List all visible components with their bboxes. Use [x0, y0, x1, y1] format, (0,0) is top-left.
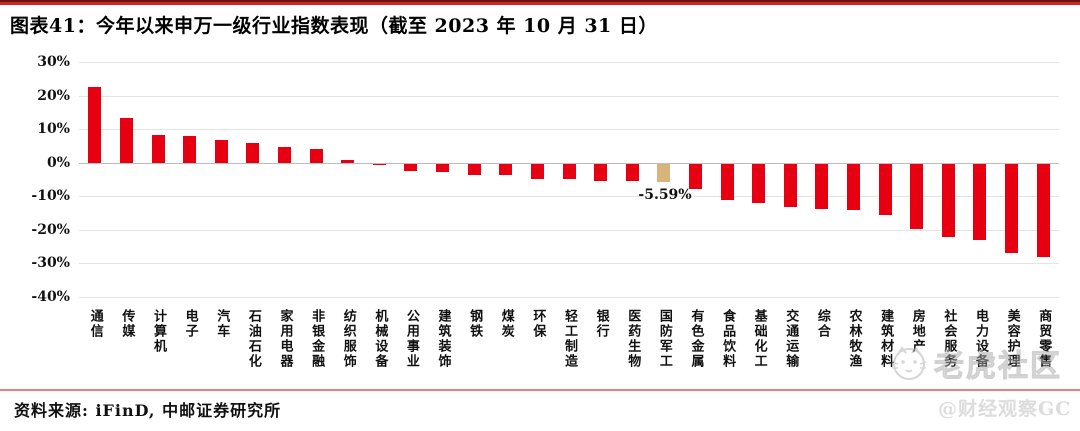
chart-bar [499, 163, 513, 176]
chart-bar [1036, 163, 1050, 258]
chart-bar [973, 163, 987, 240]
bar-chart-plot-area [79, 62, 1059, 298]
chart-bar [910, 163, 924, 230]
x-axis-category-label: 社会服务 [941, 309, 957, 369]
x-axis-category-label: 机械设备 [372, 309, 388, 369]
x-axis-category-label: 房地产 [909, 309, 925, 354]
chart-bar [815, 163, 829, 210]
x-axis-category-label: 农林牧渔 [846, 309, 862, 369]
x-axis-category-label: 建筑材料 [878, 309, 894, 369]
y-axis-tick-label: 10% [37, 121, 70, 138]
chart-bar [436, 163, 450, 173]
chart-bar [1005, 163, 1019, 253]
gridline [79, 196, 1059, 198]
y-axis-tick-label: 30% [37, 54, 70, 70]
x-axis-category-label: 食品饮料 [720, 309, 736, 369]
chart-bar [151, 134, 165, 163]
chart-bar [88, 87, 102, 163]
footer-divider-line [0, 389, 1080, 391]
x-axis-category-label: 银行 [593, 309, 609, 339]
chart-bar [246, 142, 260, 163]
x-axis-category-label: 国防军工 [656, 309, 672, 369]
chart-bar [625, 163, 639, 182]
chart-bar [752, 163, 766, 204]
chart-bar [277, 146, 291, 163]
chart-bar [404, 163, 418, 171]
x-axis-category-label: 美容护理 [1004, 309, 1020, 369]
chart-bar [941, 163, 955, 237]
chart-bar [783, 163, 797, 208]
y-axis-tick-label: 0% [46, 154, 70, 171]
y-axis-tick-label: -10% [31, 188, 70, 205]
x-axis-category-label: 有色金属 [688, 309, 704, 369]
top-border-red-line [0, 2, 1080, 5]
chart-bar [309, 148, 323, 163]
x-axis-category-label: 纺织服饰 [340, 309, 356, 369]
gridline [79, 229, 1059, 231]
x-axis-category-label: 钢铁 [467, 309, 483, 339]
chart-bar [562, 163, 576, 180]
account-watermark: @财经观察GC [938, 398, 1072, 420]
chart-bar [214, 139, 228, 163]
x-axis-category-label: 环保 [530, 309, 546, 339]
chart-bar [530, 163, 544, 179]
chart-bar [657, 163, 671, 183]
gridline [79, 129, 1059, 131]
x-axis-category-label: 电子 [182, 309, 198, 339]
highlight-value-annotation: -5.59% [638, 187, 692, 203]
y-axis-tick-label: -20% [31, 221, 70, 238]
x-axis-category-label: 轻工制造 [562, 309, 577, 369]
x-axis-category-label: 商贸零售 [1036, 309, 1052, 369]
chart-bar [594, 163, 608, 181]
chart-bar [720, 163, 734, 200]
gridline [79, 263, 1059, 265]
x-axis-category-label: 公用事业 [403, 309, 419, 369]
y-axis-tick-label: -30% [31, 255, 70, 272]
figure-title: 图表41：今年以来申万一级行业指数表现（截至 2023 年 10 月 31 日） [10, 15, 658, 37]
chart-bar [878, 163, 892, 216]
chart-bar [183, 136, 197, 163]
x-axis-category-label: 煤炭 [498, 309, 514, 339]
x-axis-category-label: 基础化工 [751, 309, 767, 369]
x-axis-category-label: 通信 [87, 309, 103, 339]
x-axis-category-labels: 通信 传媒 计算机 电子 汽车 石油石化 家用电器 非银金融 纺织服饰 机械设备 公用事业 建筑装饰钢… [79, 309, 1059, 393]
x-axis-category-label: 建筑装饰 [435, 309, 451, 369]
x-axis-category-label: 交通运输 [783, 309, 799, 369]
chart-bar [119, 118, 133, 163]
x-axis-category-label: 家用电器 [277, 309, 293, 369]
x-axis-category-label: 电力设备 [972, 309, 988, 369]
x-axis-category-label: 传媒 [119, 309, 135, 339]
x-axis-category-label: 综合 [814, 309, 830, 339]
x-axis-category-label: 医药生物 [625, 309, 641, 369]
gridline [79, 95, 1059, 97]
chart-bar [847, 163, 861, 211]
gridline [79, 297, 1059, 298]
top-border-dark-line [0, 0, 1080, 2]
source-note: 资料来源: iFinD, 中邮证券研究所 [14, 401, 282, 420]
gridline [79, 62, 1059, 63]
x-axis-category-label: 计算机 [151, 309, 167, 354]
x-axis-category-label: 非银金融 [309, 309, 325, 369]
x-axis-category-label: 汽车 [214, 309, 230, 339]
chart-bar [688, 163, 702, 189]
x-axis-category-label: 石油石化 [245, 309, 261, 369]
zero-axis-line [79, 162, 1059, 164]
y-axis-tick-label: 20% [37, 87, 70, 104]
chart-bar [467, 163, 481, 175]
chart-bar [341, 160, 355, 163]
y-axis-tick-label: -40% [31, 289, 70, 305]
